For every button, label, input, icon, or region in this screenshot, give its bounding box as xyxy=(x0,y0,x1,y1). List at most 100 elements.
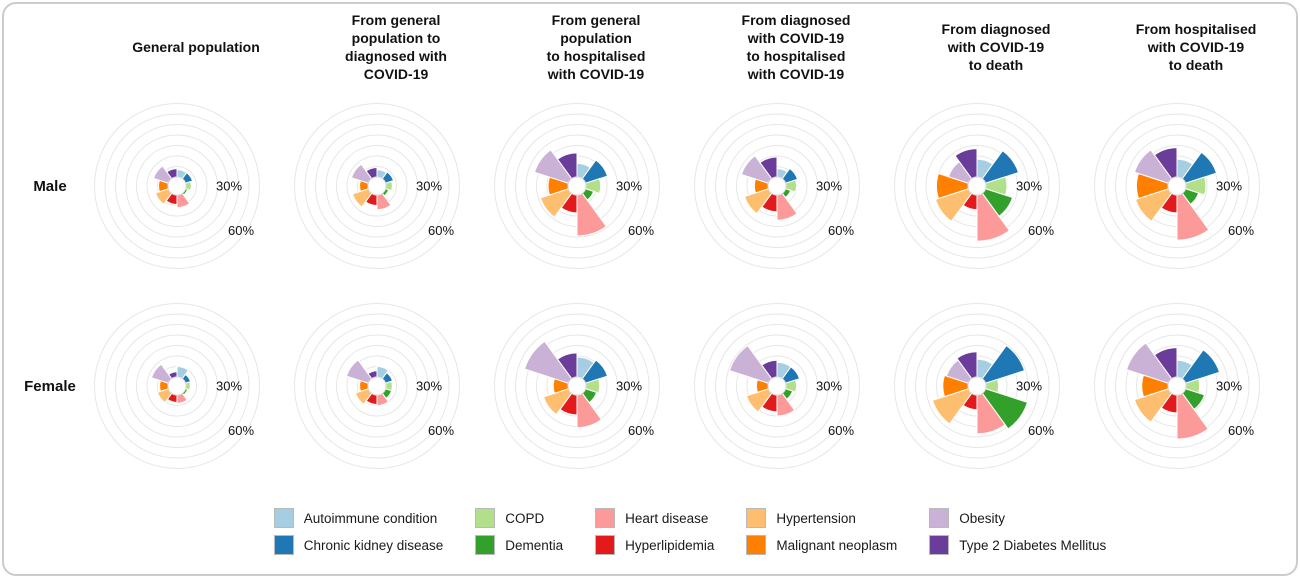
chart-cell: 30% 60% xyxy=(294,86,496,286)
radial-gridline-50 xyxy=(915,124,1039,248)
radial-gridline-50 xyxy=(315,324,439,448)
radial-tick-60: 60% xyxy=(1228,423,1254,438)
rose-chart-male-col3: 30% 60% xyxy=(494,103,660,269)
donut-hole xyxy=(967,376,987,396)
legend-label: Obesity xyxy=(959,510,1005,526)
wedge-heart-disease xyxy=(376,192,392,211)
radial-gridline-70 xyxy=(694,103,860,269)
radial-gridline-40 xyxy=(125,134,229,238)
donut-hole xyxy=(1167,176,1187,196)
legend-label: Malignant neoplasm xyxy=(776,537,898,553)
radial-gridline-60 xyxy=(304,313,450,459)
legend-item-dementia: Dementia xyxy=(475,535,563,555)
legend-label: Hyperlipidemia xyxy=(625,537,715,553)
legend-label: Chronic kidney disease xyxy=(303,537,444,553)
column-header-1: General population xyxy=(132,39,260,56)
rose-chart-female-col4: 30% 60% xyxy=(694,303,860,469)
radial-tick-60: 60% xyxy=(828,223,854,238)
rose-chart-female-col2: 30% 60% xyxy=(294,303,460,469)
radial-gridline-60 xyxy=(104,313,250,459)
radial-gridline-40 xyxy=(525,134,629,238)
legend-swatch-chronic-kidney-disease xyxy=(273,535,294,555)
legend-swatch-malignant-neoplasm xyxy=(746,535,767,555)
radial-tick-60: 60% xyxy=(628,423,654,438)
radial-gridline-60 xyxy=(104,113,250,259)
wedge-obesity xyxy=(150,363,173,384)
radial-gridline-60 xyxy=(704,113,850,259)
radial-gridline-50 xyxy=(515,324,639,448)
radial-gridline-40 xyxy=(325,334,429,438)
radial-gridline-30 xyxy=(736,345,818,427)
chart-cell: 30% 60% xyxy=(694,286,896,486)
radial-tick-30: 30% xyxy=(816,379,842,394)
radial-gridline-70 xyxy=(494,303,660,469)
radial-gridline-20 xyxy=(346,155,408,217)
radial-gridline-50 xyxy=(515,124,639,248)
donut-hole xyxy=(367,376,387,396)
radial-tick-60: 60% xyxy=(828,423,854,438)
chart-grid: Male 30% 60% 30% 60% 30% 60% 30% 60% 30% 60% 30% 60%… xyxy=(4,86,1296,486)
legend-item-hypertension: Hypertension xyxy=(746,508,897,528)
radial-tick-60: 60% xyxy=(228,223,254,238)
column-header-3: From general population to hospitalised … xyxy=(546,12,646,82)
chart-cell: 30% 60% xyxy=(494,286,696,486)
column-header-6: From hospitalised with COVID-19 to death xyxy=(1135,21,1257,73)
rose-chart-male-col6: 30% 60% xyxy=(1094,103,1260,269)
radial-gridline-70 xyxy=(694,303,860,469)
radial-gridline-60 xyxy=(1104,313,1250,459)
donut-hole xyxy=(367,176,387,196)
legend-item-chronic-kidney-disease: Chronic kidney disease xyxy=(273,535,444,555)
chart-cell: 30% 60% xyxy=(94,286,296,486)
radial-gridline-40 xyxy=(925,334,1029,438)
radial-gridline-20 xyxy=(146,155,208,217)
wedge-heart-disease xyxy=(176,192,191,209)
donut-hole xyxy=(967,176,987,196)
radial-tick-30: 30% xyxy=(216,179,242,194)
radial-gridline-40 xyxy=(525,334,629,438)
legend-item-autoimmune-condition: Autoimmune condition xyxy=(273,508,444,528)
legend-column-4: Hypertension Malignant neoplasm xyxy=(746,508,897,555)
chart-row-female: Female 30% 60% 30% 60% 30% 60% 30% 60% 30% 60% 30% 6… xyxy=(4,286,1296,486)
chart-cell: 30% 60% xyxy=(894,86,1096,286)
donut-hole xyxy=(167,376,187,396)
radial-tick-30: 30% xyxy=(616,379,642,394)
legend-label: Hypertension xyxy=(776,510,856,526)
legend-swatch-dementia xyxy=(475,535,496,555)
chart-cell: 30% 60% xyxy=(894,286,1096,486)
radial-tick-30: 30% xyxy=(1216,379,1242,394)
legend-item-obesity: Obesity xyxy=(929,508,1106,528)
rose-chart-female-col1: 30% 60% xyxy=(94,303,260,469)
radial-tick-30: 30% xyxy=(1016,379,1042,394)
legend-label: Heart disease xyxy=(625,510,709,526)
radial-tick-60: 60% xyxy=(628,223,654,238)
radial-gridline-50 xyxy=(715,324,839,448)
radial-tick-60: 60% xyxy=(1028,223,1054,238)
legend-label: Type 2 Diabetes Mellitus xyxy=(959,537,1107,553)
radial-gridline-20 xyxy=(146,355,208,417)
radial-gridline-70 xyxy=(1094,303,1260,469)
radial-gridline-30 xyxy=(336,345,418,427)
rose-chart-male-col5: 30% 60% xyxy=(894,103,1060,269)
radial-gridline-40 xyxy=(725,334,829,438)
radial-gridline-60 xyxy=(504,113,650,259)
radial-gridline-50 xyxy=(115,124,239,248)
rose-chart-male-col1: 30% 60% xyxy=(94,103,260,269)
legend-column-1: Autoimmune condition Chronic kidney disea… xyxy=(273,508,444,555)
column-header-2: From general population to diagnosed wit… xyxy=(345,12,447,82)
radial-tick-30: 30% xyxy=(1216,179,1242,194)
radial-tick-30: 30% xyxy=(216,379,242,394)
radial-gridline-20 xyxy=(346,355,408,417)
donut-hole xyxy=(567,376,587,396)
radial-gridline-60 xyxy=(1104,113,1250,259)
rose-chart-male-col2: 30% 60% xyxy=(294,103,460,269)
radial-gridline-70 xyxy=(894,303,1060,469)
legend-item-malignant-neoplasm: Malignant neoplasm xyxy=(746,535,897,555)
radial-tick-30: 30% xyxy=(816,179,842,194)
radial-tick-30: 30% xyxy=(416,379,442,394)
radial-gridline-70 xyxy=(94,303,260,469)
rose-chart-female-col3: 30% 60% xyxy=(494,303,660,469)
radial-gridline-50 xyxy=(1115,324,1239,448)
legend-swatch-copd xyxy=(475,508,496,528)
legend-swatch-autoimmune-condition xyxy=(273,508,294,528)
chart-cell: 30% 60% xyxy=(494,86,696,286)
